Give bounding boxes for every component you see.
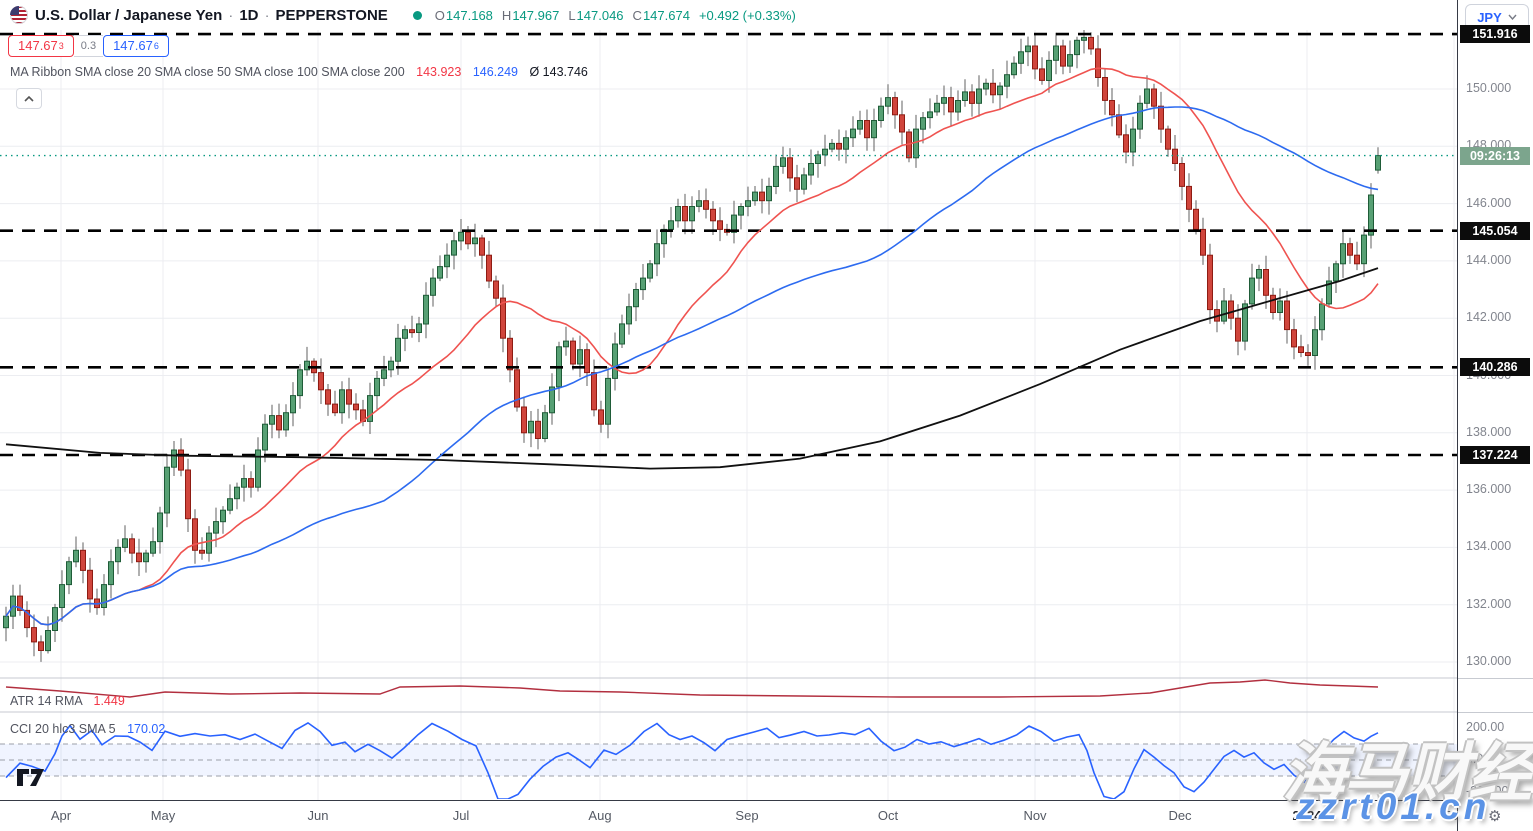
ohlc-values: O147.168 H147.967 L147.046 C147.674 +0.492 (… (435, 8, 796, 23)
exchange-label: PEPPERSTONE (275, 6, 388, 24)
time-axis-label-jul: Jul (452, 808, 470, 823)
time-axis-label-oct: Oct (877, 808, 899, 823)
bid-ask-widget: 147.67 3 0.3 147.67 6 (8, 35, 169, 57)
time-axis-label-dec: Dec (1168, 808, 1192, 823)
cci-indicator-legend[interactable]: CCI 20 hlc3 SMA 5 170.02 (10, 722, 165, 736)
ohlc-item: C147.674 (632, 7, 690, 23)
symbol-header: U.S. Dollar / Japanese Yen · 1D · PEPPER… (0, 0, 1457, 30)
price-tick-label: 144.000 (1466, 252, 1512, 267)
candlestick-chart[interactable] (0, 30, 1457, 800)
price-tick-label: 138.000 (1466, 424, 1512, 439)
sma-200-line[interactable] (5, 267, 1379, 470)
currency-label: JPY (1477, 9, 1502, 25)
cci-value: 170.02 (127, 722, 166, 736)
atr-line[interactable] (5, 679, 1379, 698)
ma-value-avg: Ø 143.746 (529, 65, 588, 79)
countdown-label: 09:26:13 (1460, 146, 1530, 165)
time-axis[interactable]: Apr May Jun Jul Aug Sep Oct Nov Dec 2024 Feb (0, 800, 1465, 831)
cci-tick-label: 0.00 (1466, 752, 1491, 766)
time-axis-label-apr: Apr (50, 808, 72, 823)
ohlc-item: L147.046 (568, 7, 624, 23)
level-price-label: 145.054 (1460, 221, 1530, 240)
price-scale[interactable]: JPY 150.000 148.000 146.000 144.000 142.000 1… (1457, 0, 1533, 831)
title-separator: · (264, 6, 270, 23)
cci-tick-label: -200.00 (1466, 784, 1509, 798)
price-tick-label: 142.000 (1466, 310, 1512, 325)
cci-tick-label: 200.00 (1466, 720, 1505, 734)
axis-settings-cell: ⚙ (1458, 801, 1533, 831)
us-flag-icon[interactable] (10, 6, 28, 24)
atr-value: 1.449 (93, 694, 125, 708)
buy-button[interactable]: 147.67 6 (103, 35, 169, 57)
candles (3, 30, 1381, 662)
title-separator: · (228, 6, 234, 23)
symbol-name: U.S. Dollar / Japanese Yen (35, 6, 223, 24)
ma-ribbon-title: MA Ribbon SMA close 20 SMA close 50 SMA … (10, 65, 405, 79)
time-axis-label-jun: Jun (307, 808, 329, 823)
price-tick-label: 130.000 (1466, 654, 1512, 668)
symbol-title[interactable]: U.S. Dollar / Japanese Yen · 1D · PEPPER… (35, 7, 388, 24)
chart-area[interactable]: 147.67 3 0.3 147.67 6 MA Ribbon SMA close … (0, 30, 1457, 800)
collapse-pane-button[interactable] (16, 88, 42, 109)
time-axis-label-may: May (150, 808, 176, 823)
price-tick-label: 150.000 (1466, 81, 1512, 95)
time-axis-label-sep: Sep (735, 808, 759, 823)
ma-value-blue: 146.249 (472, 65, 518, 79)
time-axis-label-2024: 2024 (1292, 808, 1322, 823)
tradingview-logo-icon (17, 769, 44, 786)
pane-separator (1458, 678, 1533, 679)
brand-watermark: 海马财经 (1282, 737, 1532, 809)
ma-ribbon-legend[interactable]: MA Ribbon SMA close 20 SMA close 50 SMA … (10, 65, 588, 79)
chevron-down-icon (1508, 14, 1517, 20)
ohlc-item: O147.168 (434, 7, 493, 23)
gear-icon[interactable]: ⚙ (1488, 807, 1502, 825)
ma-value-red: 143.923 (416, 65, 462, 79)
sma-blue-line[interactable] (5, 106, 1379, 626)
interval-label[interactable]: 1D (239, 6, 259, 24)
grid (0, 30, 1457, 800)
chevron-up-icon (24, 95, 34, 102)
price-tick-label: 136.000 (1466, 482, 1512, 497)
cci-line[interactable] (5, 721, 1379, 799)
spread-label: 0.3 (73, 35, 104, 57)
tradingview-logo[interactable] (17, 769, 47, 791)
level-price-label: 140.286 (1460, 358, 1530, 377)
sell-button[interactable]: 147.67 3 (8, 35, 74, 57)
pane-separator (1458, 712, 1533, 713)
level-price-label: 137.224 (1460, 446, 1530, 465)
ohlc-item: H147.967 (501, 7, 560, 23)
horizontal-level-lines[interactable] (0, 32, 1457, 457)
cci-title: CCI 20 hlc3 SMA 5 (10, 722, 116, 736)
cci-band (0, 744, 1457, 776)
url-watermark: zzrt01.cn (1296, 786, 1491, 827)
atr-title: ATR 14 RMA (10, 694, 83, 708)
change-value: +0.492 (+0.33%) (698, 7, 796, 23)
price-tick-label: 146.000 (1466, 195, 1512, 210)
price-tick-label: 134.000 (1466, 539, 1512, 554)
sma-red-line[interactable] (5, 67, 1379, 626)
price-tick-label: 132.000 (1466, 596, 1512, 611)
level-price-label: 151.916 (1460, 25, 1530, 44)
market-open-dot-icon (412, 10, 422, 20)
time-axis-label-nov: Nov (1023, 808, 1047, 823)
atr-indicator-legend[interactable]: ATR 14 RMA 1.449 (10, 694, 125, 708)
time-axis-label-aug: Aug (588, 808, 612, 823)
